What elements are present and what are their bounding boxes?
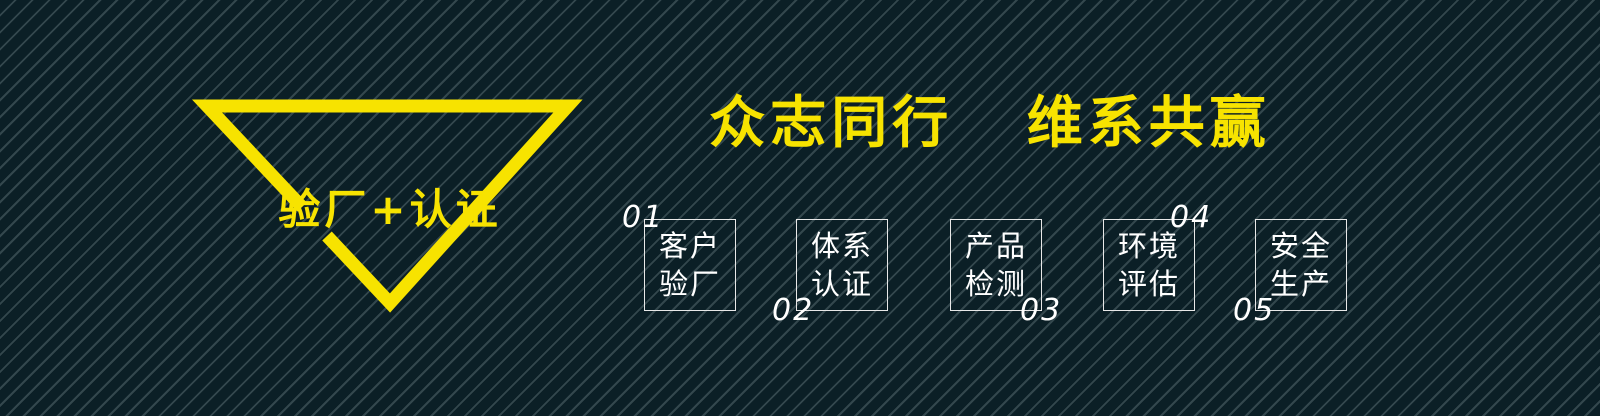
service-item-number: 02 xyxy=(772,293,815,328)
service-item-label: 安全生产 xyxy=(1269,229,1332,301)
service-item-label: 产品检测 xyxy=(964,229,1027,301)
service-item-4: 环境评估 xyxy=(1103,219,1195,311)
service-item-label: 客户验厂 xyxy=(658,229,721,301)
triangle-outline xyxy=(191,99,583,313)
badge-label: 验厂+认证 xyxy=(278,184,502,234)
service-item-label: 环境评估 xyxy=(1117,229,1180,301)
service-item-number: 01 xyxy=(622,200,665,235)
service-item-number: 05 xyxy=(1233,293,1276,328)
service-item-2: 体系认证 xyxy=(796,219,888,311)
headline: 众志同行 维系共赢 xyxy=(709,90,1271,156)
service-item-3: 产品检测 xyxy=(950,219,1042,311)
service-item-number: 04 xyxy=(1170,200,1213,235)
service-item-label: 体系认证 xyxy=(810,229,873,301)
service-item-number: 03 xyxy=(1020,293,1063,328)
service-item-1: 客户验厂 xyxy=(644,219,736,311)
service-item-5: 安全生产 xyxy=(1255,219,1347,311)
